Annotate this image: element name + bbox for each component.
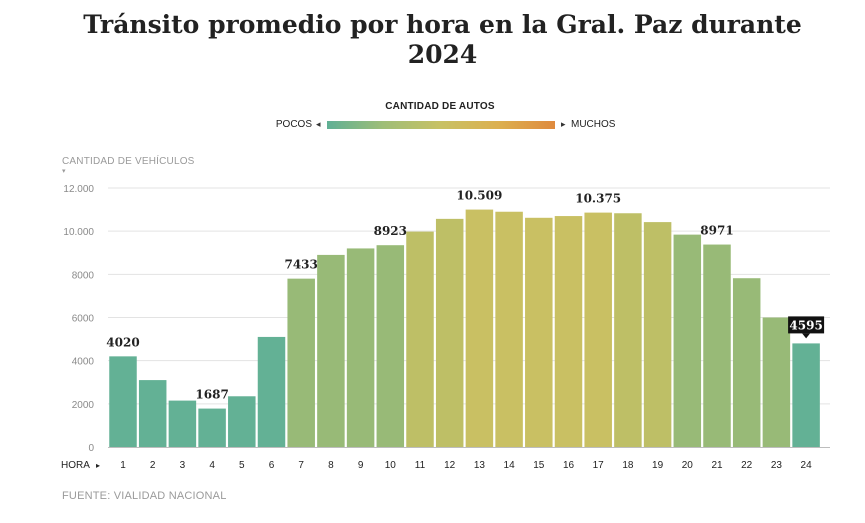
chart-title: Tránsito promedio por hora en la Gral. P… [83,10,802,69]
data-label-box [788,316,825,334]
y-tick-label: 2000 [72,400,95,411]
y-tick-label: 8000 [72,270,95,281]
bar [703,244,731,447]
bar [198,408,226,447]
x-tick-label: 12 [444,460,456,471]
bar [287,278,315,447]
x-tick-label: 5 [239,460,245,471]
x-tick-label: 11 [415,460,426,471]
data-label: 1687 [195,388,228,402]
data-label: 10.375 [575,192,621,206]
bar [495,211,523,447]
x-tick-label: 17 [593,460,605,471]
bar [554,216,583,447]
y-tick-label: 10.000 [63,227,94,238]
y-tick-label: 4000 [72,357,95,368]
bar [673,234,702,447]
data-label: 10.509 [456,189,502,203]
x-tick-label: 4 [209,460,215,471]
data-label: 8923 [374,224,407,238]
legend-high-label: MUCHOS [571,119,616,130]
bar [525,217,553,447]
legend-low-label: POCOS [275,119,312,130]
x-tick-label: 13 [474,460,486,471]
bar [465,209,494,447]
bar [643,222,672,447]
x-tick-label: 3 [180,460,186,471]
x-tick-label: 7 [298,460,304,471]
bar [346,248,375,447]
y-tick-label: 12.000 [63,184,94,195]
x-tick-label: 2 [150,460,156,471]
bar [168,400,197,447]
y-axis-arrow-icon: ▾ [62,168,66,175]
x-tick-label: 14 [504,460,516,471]
x-axis-label: HORA [61,460,90,471]
x-tick-label: 18 [622,460,634,471]
data-label: 4020 [106,335,139,349]
x-tick-label: 15 [533,460,545,471]
y-axis-label: CANTIDAD DE VEHÍCULOS [62,156,195,167]
x-tick-label: 22 [741,460,753,471]
data-label: 8971 [700,224,733,238]
x-tick-label: 9 [358,460,364,471]
x-tick-label: 1 [120,460,126,471]
x-tick-label: 16 [563,460,575,471]
bar [228,396,256,447]
data-label: 4595 [789,318,822,332]
bar [614,213,642,447]
x-axis-arrow-icon: ▸ [96,461,100,470]
bar [792,343,820,447]
legend-title: CANTIDAD DE AUTOS [385,101,495,112]
bar [138,380,167,447]
legend-left-arrow-icon: ◂ [316,119,321,129]
bar [762,317,791,447]
x-tick-label: 19 [652,460,664,471]
bar [317,254,345,447]
bar [584,212,612,447]
data-label-pointer [802,333,811,339]
bar [257,336,286,447]
legend-right-arrow-icon: ▸ [561,119,566,129]
legend-color-scale [327,121,555,129]
bar [732,278,761,447]
x-tick-label: 24 [801,460,813,471]
y-tick-label: 0 [88,443,94,454]
bar [406,231,434,447]
x-tick-label: 21 [711,460,723,471]
bar [109,356,137,447]
bar [435,218,464,447]
x-tick-label: 6 [269,460,275,471]
x-tick-label: 10 [385,460,397,471]
x-tick-label: 8 [328,460,334,471]
data-label: 7433 [284,258,317,272]
x-tick-label: 23 [771,460,783,471]
y-tick-label: 6000 [72,314,95,325]
x-tick-label: 20 [682,460,694,471]
bar [376,245,405,447]
source-note: FUENTE: VIALIDAD NACIONAL [62,490,227,502]
